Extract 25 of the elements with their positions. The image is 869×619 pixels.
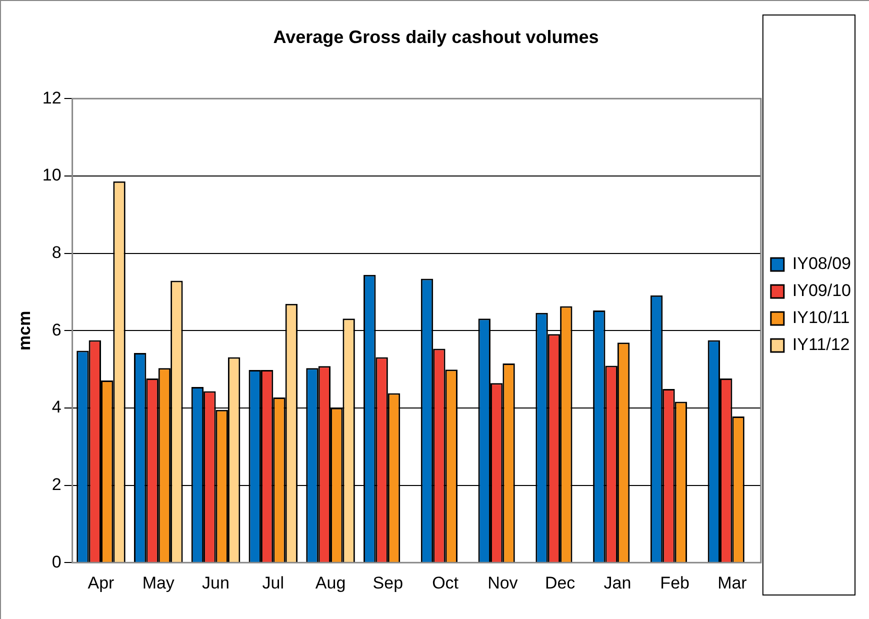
x-tick-label: Apr xyxy=(88,573,115,592)
y-axis-title: mcm xyxy=(14,310,34,350)
y-tick-label: 6 xyxy=(52,320,62,340)
y-tick-label: 4 xyxy=(52,398,62,417)
x-tick-label: Jul xyxy=(262,573,284,592)
x-tick-label: Dec xyxy=(544,573,576,592)
legend-label: IY11/12 xyxy=(792,335,850,354)
legend-label: IY08/09 xyxy=(792,254,852,274)
x-tick-label: Oct xyxy=(432,573,459,592)
legend-label: IY10/11 xyxy=(792,308,850,328)
y-tick-label: 12 xyxy=(42,88,62,108)
legend-label: IY09/10 xyxy=(792,281,852,300)
y-tick-label: 2 xyxy=(52,474,62,494)
chart-title: Average Gross daily cashout volumes xyxy=(273,26,599,47)
y-tick-label: 10 xyxy=(42,166,62,185)
x-tick-label: Nov xyxy=(488,573,518,592)
x-tick-label: Jan xyxy=(604,573,632,592)
x-tick-label: Aug xyxy=(315,573,346,592)
y-tick-label: 8 xyxy=(52,242,62,262)
x-tick-label: Jun xyxy=(202,573,230,592)
x-tick-label: Sep xyxy=(372,573,404,592)
x-tick-label: May xyxy=(142,573,175,592)
y-tick-label: 0 xyxy=(52,552,62,572)
x-tick-label: Feb xyxy=(660,573,690,592)
x-tick-label: Mar xyxy=(718,573,748,592)
